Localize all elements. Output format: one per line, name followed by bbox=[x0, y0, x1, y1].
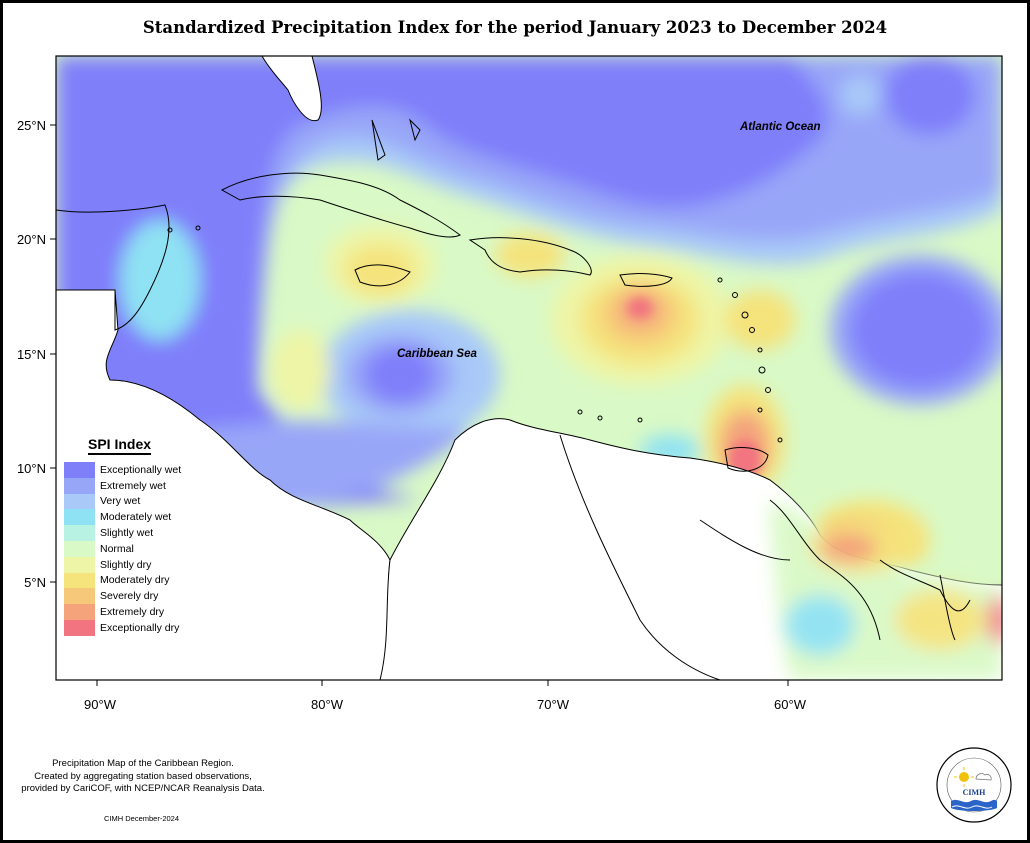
legend-row: Moderately wet bbox=[64, 509, 194, 526]
legend-row: Slightly dry bbox=[64, 556, 194, 573]
legend-row: Normal bbox=[64, 540, 194, 557]
legend-swatch bbox=[64, 540, 95, 557]
lat-label-20n: 20°N bbox=[17, 232, 46, 247]
footnote-line-2: Created by aggregating station based obs… bbox=[34, 770, 252, 782]
legend-swatch bbox=[64, 556, 95, 573]
legend-label: Slightly dry bbox=[100, 558, 152, 571]
legend-swatch bbox=[64, 572, 95, 589]
legend-row: Very wet bbox=[64, 493, 194, 510]
legend-label: Extremely dry bbox=[100, 606, 165, 619]
lon-label-90w: 90°W bbox=[84, 697, 117, 712]
legend-swatch bbox=[64, 509, 95, 526]
cloud-icon bbox=[975, 773, 992, 781]
legend-title: SPI Index bbox=[88, 436, 152, 455]
map-title: Standardized Precipitation Index for the… bbox=[142, 18, 888, 37]
legend-swatch bbox=[64, 604, 95, 620]
lat-label-10n: 10°N bbox=[17, 461, 46, 476]
caribbean-sea-label: Caribbean Sea bbox=[397, 348, 477, 360]
lon-label-70w: 70°W bbox=[537, 697, 570, 712]
footnote-line-3: provided by CariCOF, with NCEP/NCAR Rean… bbox=[21, 783, 265, 794]
legend-row: Extremely wet bbox=[64, 477, 194, 494]
legend-label: Normal bbox=[100, 542, 134, 555]
legend-row: Extremely dry bbox=[64, 604, 194, 620]
legend-row: Exceptionally dry bbox=[64, 619, 194, 636]
legend-label: Moderately wet bbox=[100, 511, 172, 524]
legend-label: Exceptionally dry bbox=[100, 621, 180, 634]
lat-label-25n: 25°N bbox=[17, 118, 46, 133]
spi-legend: SPI Index Exceptionally wet Extremely wet… bbox=[64, 436, 194, 636]
spi-field bbox=[56, 56, 1002, 680]
legend-swatch bbox=[64, 588, 95, 605]
lat-label-15n: 15°N bbox=[17, 347, 46, 362]
sun-icon bbox=[959, 772, 969, 782]
lon-label-80w: 80°W bbox=[311, 697, 344, 712]
legend-swatch bbox=[64, 619, 95, 636]
credit-text: CIMH December-2024 bbox=[104, 814, 180, 823]
legend-label: Extremely wet bbox=[100, 479, 166, 492]
legend-label: Moderately dry bbox=[100, 574, 170, 587]
atlantic-ocean-label: Atlantic Ocean bbox=[739, 121, 821, 133]
legend-swatch bbox=[64, 462, 95, 478]
legend-row: Slightly wet bbox=[64, 525, 194, 541]
cimh-logo: CIMH bbox=[936, 747, 1012, 823]
lon-label-60w: 60°W bbox=[774, 697, 807, 712]
map-footnote: Precipitation Map of the Caribbean Regio… bbox=[8, 758, 278, 796]
legend-row: Moderately dry bbox=[64, 572, 194, 589]
footnote-line-1: Precipitation Map of the Caribbean Regio… bbox=[52, 758, 234, 769]
legend-label: Slightly wet bbox=[100, 527, 154, 540]
waves-icon bbox=[951, 799, 997, 811]
logo-text: CIMH bbox=[963, 788, 986, 797]
legend-row: Exceptionally wet bbox=[64, 462, 194, 478]
legend-rows: Exceptionally wet Extremely wet Very wet Mo… bbox=[64, 462, 194, 636]
legend-swatch bbox=[64, 493, 95, 510]
legend-swatch bbox=[64, 477, 95, 494]
lat-label-5n: 5°N bbox=[24, 575, 46, 590]
legend-swatch bbox=[64, 525, 95, 541]
legend-label: Exceptionally wet bbox=[100, 463, 182, 476]
legend-label: Very wet bbox=[100, 495, 141, 508]
legend-row: Severely dry bbox=[64, 588, 194, 605]
legend-label: Severely dry bbox=[100, 590, 159, 603]
